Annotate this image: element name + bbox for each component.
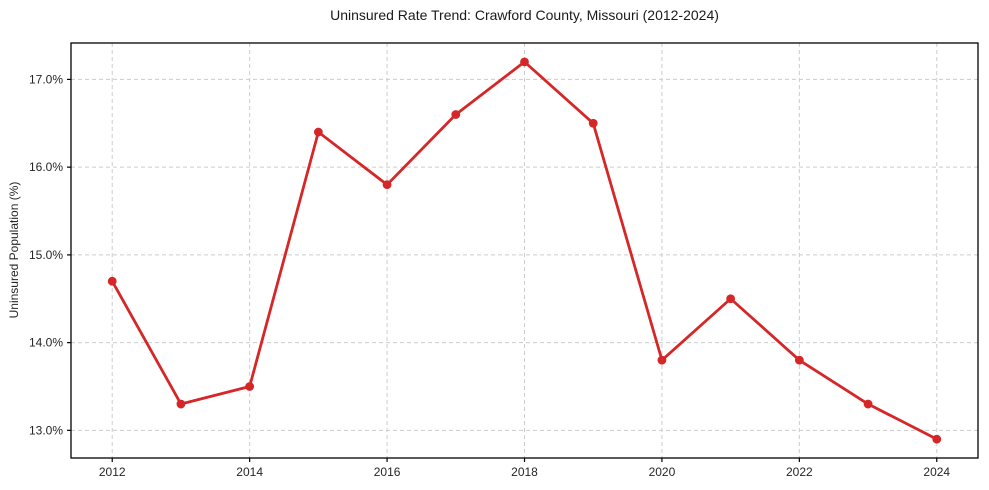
y-tick-label: 15.0% <box>29 248 63 262</box>
x-tick-label: 2018 <box>511 465 538 479</box>
x-tick-label: 2016 <box>374 465 401 479</box>
data-point <box>520 57 529 67</box>
data-point <box>313 127 323 137</box>
data-point <box>588 118 598 128</box>
x-tick-label: 2022 <box>786 465 813 479</box>
data-point <box>932 434 942 444</box>
data-point <box>382 180 392 190</box>
chart-title: Uninsured Rate Trend: Crawford County, M… <box>330 7 719 23</box>
y-tick-label: 13.0% <box>29 423 63 437</box>
data-point <box>726 294 736 304</box>
data-point <box>176 399 186 409</box>
y-tick-label: 17.0% <box>29 72 63 86</box>
x-tick-label: 2024 <box>923 465 950 479</box>
y-tick-label: 16.0% <box>29 160 63 174</box>
data-point <box>863 399 873 409</box>
x-tick-label: 2012 <box>99 465 126 479</box>
x-tick-label: 2014 <box>236 465 263 479</box>
data-point <box>107 276 117 286</box>
y-tick-label: 14.0% <box>29 336 63 350</box>
data-point <box>245 382 255 391</box>
data-point <box>451 110 461 119</box>
x-tick-label: 2020 <box>649 465 676 479</box>
data-point <box>794 355 804 365</box>
data-point <box>657 355 667 365</box>
